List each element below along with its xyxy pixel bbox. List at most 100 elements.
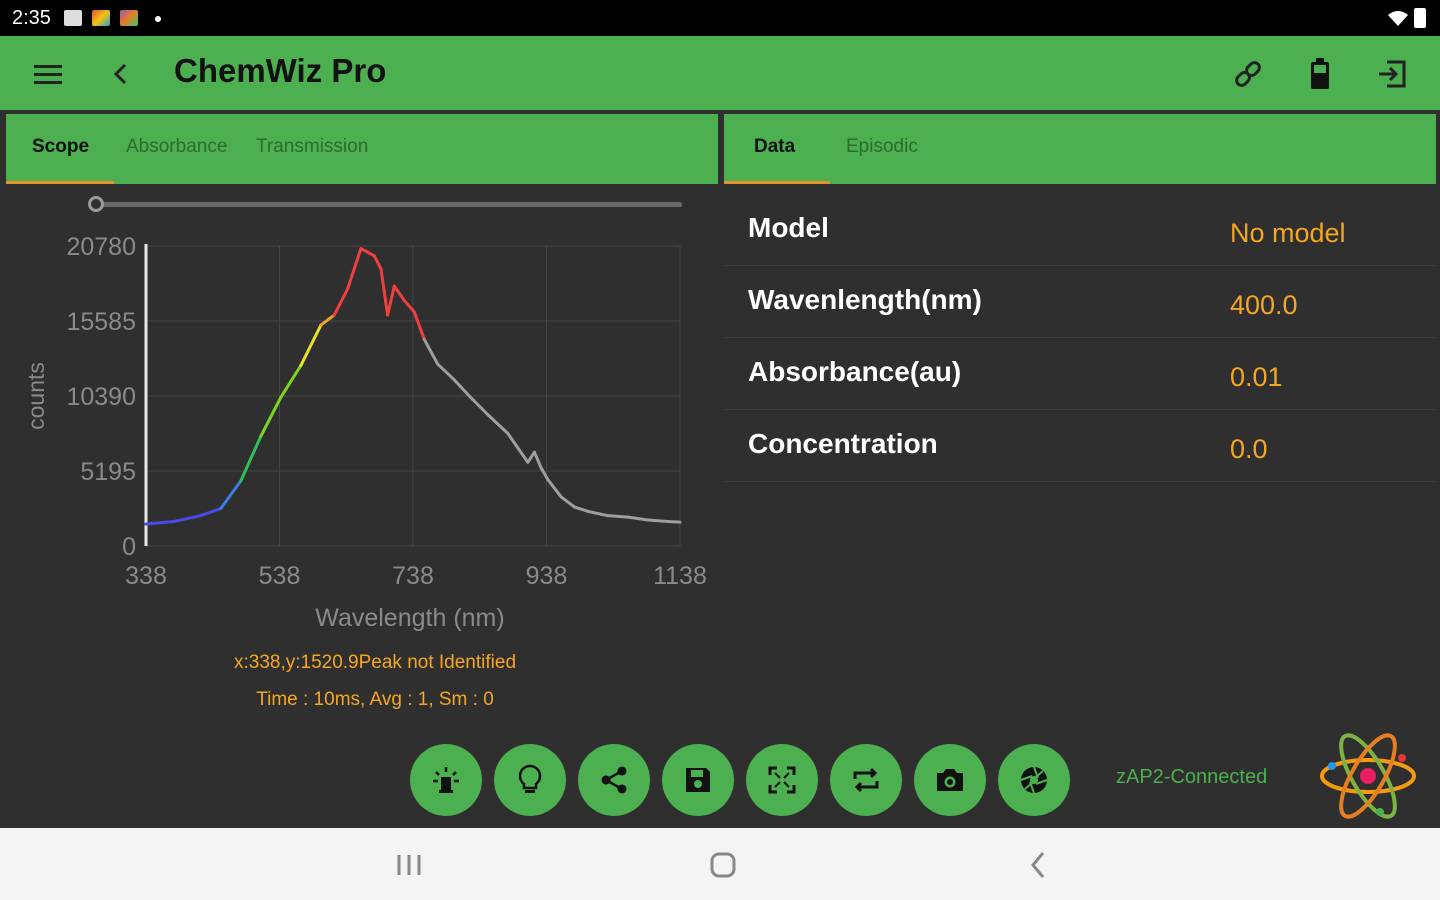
x-tick-label: 738 xyxy=(392,562,434,590)
share-icon xyxy=(601,766,627,794)
spectrum-line-segment xyxy=(422,338,440,366)
spectrum-line-segment xyxy=(144,519,176,526)
save-button[interactable] xyxy=(662,744,734,816)
y-tick-label: 5195 xyxy=(80,458,136,486)
aperture-icon xyxy=(1020,766,1048,794)
row-label: Concentration xyxy=(748,428,938,459)
spectrum-line-segment xyxy=(392,284,406,303)
x-tick-label: 338 xyxy=(125,562,167,590)
wifi-icon xyxy=(1388,11,1408,26)
tab-absorbance[interactable]: Absorbance xyxy=(126,136,228,157)
back-arrow-icon[interactable] xyxy=(100,54,140,94)
system-back-icon[interactable] xyxy=(1028,850,1048,880)
fullscreen-button[interactable] xyxy=(746,744,818,816)
y-tick-label: 0 xyxy=(122,533,136,561)
light-source-icon xyxy=(433,767,459,793)
recent-apps-icon[interactable] xyxy=(394,852,424,878)
spectrum-line-segment xyxy=(402,299,416,314)
spectrum-chart[interactable]: 0 5195 10390 15585 20780 338 538 738 938 1138 Wave… xyxy=(0,220,720,680)
spectrum-line-segment xyxy=(546,478,563,499)
spectrum-line-segment xyxy=(646,518,670,523)
camera-button[interactable] xyxy=(914,744,986,816)
spectrum-line-segment xyxy=(539,466,550,482)
spectrum-line-segment xyxy=(526,450,536,464)
aperture-button[interactable] xyxy=(998,744,1070,816)
connection-status: zAP2-Connected xyxy=(1116,766,1268,788)
spectrum-line-segment xyxy=(573,505,590,513)
row-label: Model xyxy=(748,212,829,243)
tab-scope[interactable]: Scope xyxy=(32,136,90,157)
data-row-concentration: Concentration 0.0 xyxy=(724,410,1436,482)
data-row-absorbance: Absorbance(au) 0.01 xyxy=(724,338,1436,410)
spectrum-line-segment xyxy=(486,413,510,435)
x-tick-label: 538 xyxy=(259,562,301,590)
tab-episodic[interactable]: Episodic xyxy=(846,136,918,157)
row-label: Wavenlength(nm) xyxy=(748,284,982,315)
exit-icon[interactable] xyxy=(1370,52,1414,96)
x-tick-label: 1138 xyxy=(653,562,707,590)
slider-track[interactable] xyxy=(96,202,682,207)
spectrum-line-segment xyxy=(199,506,223,518)
notification-dot-icon xyxy=(155,16,161,22)
spectrum-line-segment xyxy=(239,434,263,483)
acquisition-params: Time : 10ms, Avg : 1, Sm : 0 xyxy=(256,689,494,710)
spectrum-line-segment xyxy=(559,495,577,509)
y-tick-label: 20780 xyxy=(66,233,136,261)
spectrum-line-segment xyxy=(219,479,243,510)
light-source-button[interactable] xyxy=(410,744,482,816)
menu-icon[interactable] xyxy=(28,54,68,94)
spectrum-line-segment xyxy=(386,284,396,317)
spectrum-line-segment xyxy=(412,310,426,342)
spectrum-line-segment xyxy=(436,362,456,382)
slider-thumb[interactable] xyxy=(88,196,104,212)
home-icon[interactable] xyxy=(708,850,738,880)
spectrum-line-segment xyxy=(359,247,376,258)
spectrum-line-segment xyxy=(346,247,363,291)
y-tick-label: 10390 xyxy=(66,383,136,411)
row-value: No model xyxy=(1230,218,1346,248)
spectrum-line-segment xyxy=(626,515,650,522)
spectrum-line-segment xyxy=(452,378,470,396)
spectrum-line-segment xyxy=(319,313,336,327)
data-row-wavelength: Wavenlength(nm) 400.0 xyxy=(724,266,1436,338)
left-tab-bar: Scope Absorbance Transmission xyxy=(6,114,718,184)
atom-logo-icon xyxy=(1320,733,1416,819)
spectrum-line-segment xyxy=(372,254,383,271)
spectrum-line-segment xyxy=(279,364,303,399)
status-bar: 2:35 xyxy=(0,0,1440,36)
x-axis-label: Wavelength (nm) xyxy=(315,604,504,632)
tab-transmission[interactable]: Transmission xyxy=(256,136,369,157)
fullscreen-icon xyxy=(768,766,796,794)
tab-data[interactable]: Data xyxy=(754,136,796,157)
battery-status-icon[interactable] xyxy=(1300,52,1340,96)
spectrum-line-segment xyxy=(379,267,390,317)
y-tick-label: 15585 xyxy=(66,308,136,336)
app-notification-icon xyxy=(92,10,110,26)
link-icon[interactable] xyxy=(1226,52,1270,96)
spectrum-line-segment xyxy=(532,450,543,470)
gallery-icon xyxy=(64,10,82,26)
active-tab-indicator xyxy=(6,181,114,184)
spectrum-line-segment xyxy=(332,287,350,317)
cursor-readout: x:338,y:1520.9Peak not Identified xyxy=(233,652,517,673)
x-tick-label: 938 xyxy=(526,562,568,590)
y-axis-label: counts xyxy=(23,362,49,430)
spectrum-line-segment xyxy=(466,392,490,417)
spectrum-line-segment xyxy=(299,323,323,368)
spectrum-line-segment xyxy=(666,519,682,524)
camera-icon xyxy=(937,769,963,791)
spectrum-line-segment xyxy=(259,395,283,438)
app-title: ChemWiz Pro xyxy=(174,52,387,89)
app-bar: ChemWiz Pro xyxy=(0,36,1440,110)
row-value: 0.01 xyxy=(1230,362,1283,392)
spectrum-line-segment xyxy=(172,514,203,523)
repeat-button[interactable] xyxy=(830,744,902,816)
share-button[interactable] xyxy=(578,744,650,816)
battery-icon xyxy=(1414,8,1426,28)
right-tab-bar: Data Episodic xyxy=(724,114,1436,184)
row-value: 400.0 xyxy=(1230,290,1298,320)
app-notification-icon xyxy=(120,10,138,26)
lamp-button[interactable] xyxy=(494,744,566,816)
save-icon xyxy=(686,768,710,792)
active-tab-indicator xyxy=(724,181,830,184)
